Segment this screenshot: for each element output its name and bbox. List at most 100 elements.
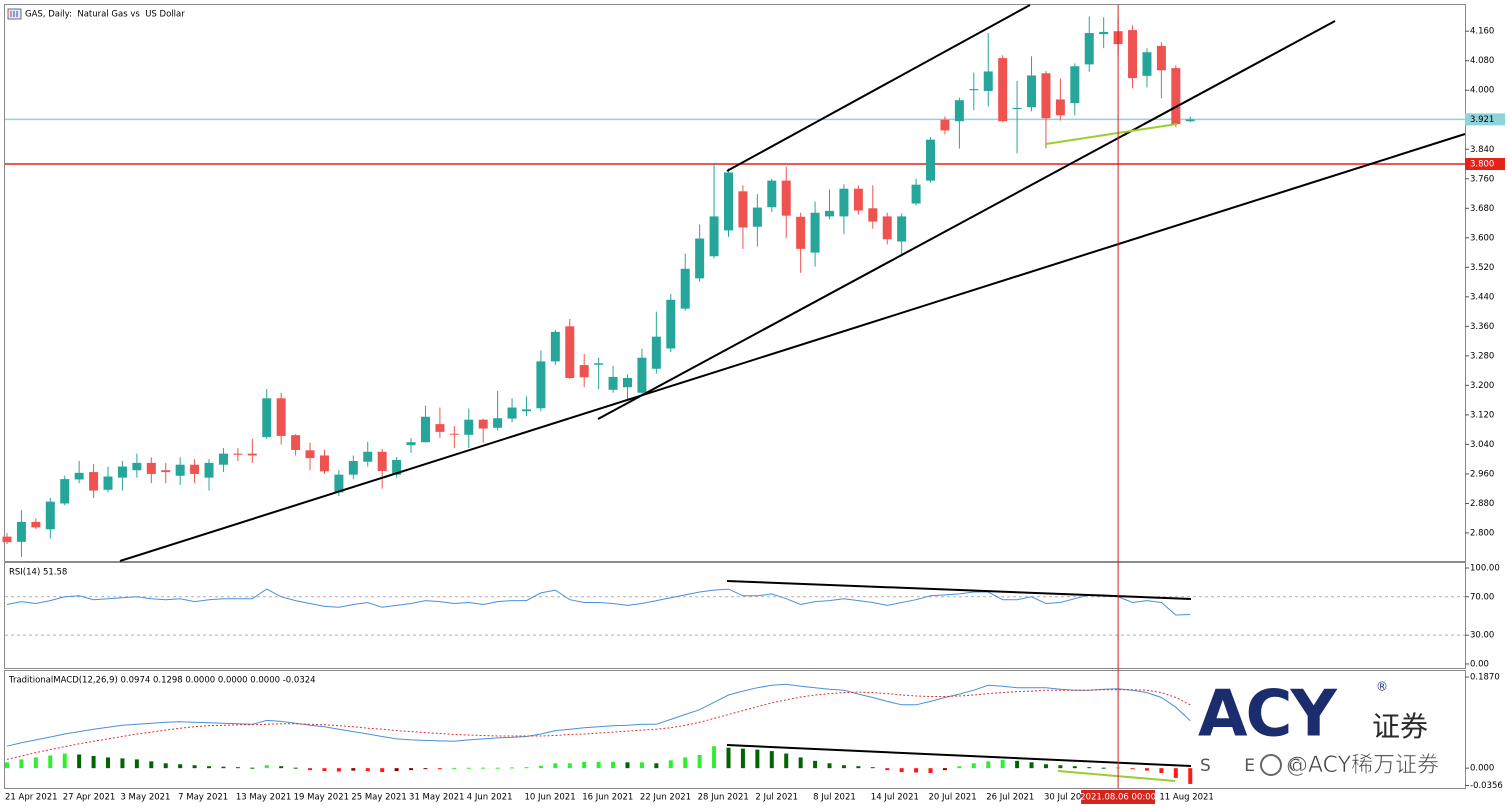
candle-body bbox=[969, 89, 979, 91]
candle-body bbox=[1084, 33, 1094, 65]
histogram-bar bbox=[1015, 760, 1020, 769]
price-label-box bbox=[1465, 113, 1505, 126]
histogram-bar bbox=[971, 763, 976, 769]
y-tick-label: -0.0356 bbox=[1470, 781, 1503, 791]
histogram-bar bbox=[62, 753, 67, 769]
histogram-bar bbox=[942, 768, 947, 771]
candle-body bbox=[103, 476, 113, 490]
candle-body bbox=[738, 191, 748, 228]
macd-divergence-line bbox=[1057, 770, 1176, 782]
y-tick-label: 3.120 bbox=[1470, 410, 1494, 420]
candle-body bbox=[839, 188, 849, 217]
candle-body bbox=[810, 212, 820, 253]
candle-body bbox=[507, 407, 517, 419]
candle-body bbox=[1142, 52, 1152, 76]
macd-trendline bbox=[726, 744, 1192, 767]
candle-body bbox=[175, 464, 185, 476]
histogram-bar bbox=[827, 763, 832, 769]
candle-body bbox=[233, 453, 243, 455]
histogram-bar bbox=[582, 761, 587, 769]
histogram-bar bbox=[1101, 767, 1106, 769]
candle-body bbox=[825, 210, 835, 217]
histogram-bar bbox=[553, 763, 558, 769]
histogram-bar bbox=[596, 761, 601, 769]
candle-body bbox=[89, 472, 99, 491]
histogram-bar bbox=[524, 767, 529, 769]
histogram-bar bbox=[1058, 765, 1063, 769]
histogram-bar bbox=[611, 761, 616, 769]
price-label: 3.800 bbox=[1470, 160, 1494, 170]
histogram-bar bbox=[914, 768, 919, 773]
candle-body bbox=[608, 376, 618, 390]
histogram-bar bbox=[235, 767, 240, 769]
logo-brand: ACY bbox=[1198, 678, 1338, 752]
histogram-bar bbox=[712, 746, 717, 769]
candle-body bbox=[16, 521, 26, 542]
candle-body bbox=[420, 416, 430, 443]
x-tick-label: 26 Jul 2021 bbox=[986, 793, 1034, 803]
macd-title: TraditionalMACD(12,26,9) 0.0974 0.1298 0… bbox=[8, 676, 316, 686]
candle-body bbox=[117, 466, 127, 478]
candle-body bbox=[579, 365, 589, 378]
histogram-bar bbox=[1043, 764, 1048, 769]
histogram-bar bbox=[495, 767, 500, 769]
histogram-bar bbox=[409, 768, 414, 771]
candle-body bbox=[796, 216, 806, 249]
histogram-bar bbox=[683, 757, 688, 769]
histogram-bar bbox=[423, 768, 428, 770]
x-tick-label: 19 May 2021 bbox=[294, 793, 349, 803]
y-tick-label: 3.680 bbox=[1470, 204, 1494, 214]
candle-body bbox=[752, 207, 762, 227]
candle-body bbox=[709, 216, 719, 257]
histogram-bar bbox=[437, 768, 442, 770]
histogram-bar bbox=[250, 767, 255, 769]
divergence-line bbox=[1045, 123, 1178, 145]
x-tick-label: 2 Jul 2021 bbox=[755, 793, 798, 803]
candle-body bbox=[1012, 107, 1022, 110]
y-tick-label: 0.1870 bbox=[1470, 672, 1500, 682]
x-tick-label: 4 Jun 2021 bbox=[467, 793, 513, 803]
rsi-trendline bbox=[726, 580, 1192, 600]
histogram-bar bbox=[466, 767, 471, 769]
y-tick-label: 4.080 bbox=[1470, 56, 1494, 66]
candle-body bbox=[319, 455, 329, 472]
histogram-bar bbox=[5, 762, 9, 769]
candle-body bbox=[377, 451, 387, 471]
macd-line bbox=[6, 683, 1191, 747]
candle-body bbox=[146, 462, 156, 474]
histogram-bar bbox=[19, 759, 24, 769]
candle-body bbox=[363, 451, 373, 462]
rsi-line bbox=[6, 588, 1191, 616]
overlay-layer: 3.921 3.800 2021.08.06 00:00 bbox=[1080, 5, 1505, 804]
x-tick-label: 11 Aug 2021 bbox=[1159, 793, 1213, 803]
candle-body bbox=[262, 398, 272, 438]
candle-body bbox=[983, 71, 993, 91]
candle-body bbox=[161, 470, 171, 473]
histogram-bar bbox=[394, 768, 399, 772]
crosshair-label-box bbox=[1081, 790, 1156, 804]
candle-body bbox=[680, 268, 690, 309]
histogram-bar bbox=[106, 757, 111, 769]
candle-body bbox=[767, 180, 777, 208]
candle-body bbox=[464, 419, 474, 435]
histogram-bar bbox=[33, 757, 38, 769]
y-tick-label: 4.000 bbox=[1470, 86, 1494, 96]
histogram-bar bbox=[1173, 768, 1178, 778]
macd-panel-frame bbox=[4, 670, 1466, 789]
candle-body bbox=[1027, 75, 1037, 108]
histogram-bar bbox=[308, 768, 313, 771]
candle-body bbox=[1099, 31, 1109, 35]
candle-body bbox=[594, 363, 604, 365]
candle-body bbox=[724, 172, 733, 231]
candle-body bbox=[348, 461, 358, 475]
x-tick-label: 14 Jul 2021 bbox=[871, 793, 919, 803]
candle-body bbox=[132, 462, 142, 471]
x-tick-label: 21 Apr 2021 bbox=[5, 793, 58, 803]
candle-body bbox=[897, 216, 907, 242]
candle-body bbox=[478, 419, 488, 429]
histogram-bar bbox=[1159, 768, 1164, 774]
candle-body bbox=[190, 464, 200, 474]
candle-body bbox=[868, 208, 878, 222]
candle-body bbox=[204, 462, 214, 478]
histogram-bar bbox=[769, 751, 774, 769]
